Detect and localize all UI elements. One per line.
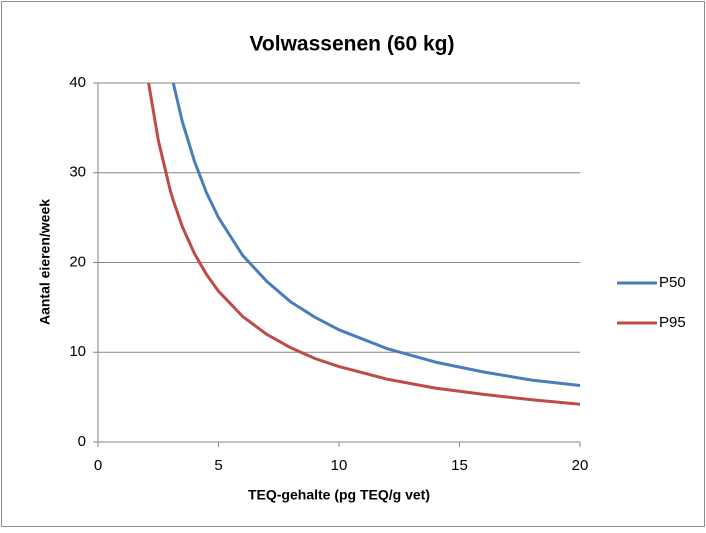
legend-label: P50 <box>659 274 686 291</box>
line-series <box>171 82 581 387</box>
x-tick-label: 10 <box>331 457 348 474</box>
y-tick-label: 40 <box>69 74 86 91</box>
chart-title: Volwassenen (60 kg) <box>249 33 454 56</box>
x-tick-label: 5 <box>214 457 222 474</box>
y-tick-label: 0 <box>78 433 86 450</box>
x-tick-label: 20 <box>572 457 589 474</box>
y-tick-label: 10 <box>69 343 86 360</box>
y-tick-label: 30 <box>69 164 86 181</box>
y-tick-label: 20 <box>69 253 86 270</box>
legend-label: P95 <box>659 314 686 331</box>
x-tick-label: 15 <box>451 457 468 474</box>
x-axis-title: TEQ-gehalte (pg TEQ/g vet) <box>248 487 430 503</box>
y-axis-title: Aantal eieren/week <box>37 199 53 325</box>
line-series <box>147 82 581 406</box>
x-tick-label: 0 <box>94 457 102 474</box>
